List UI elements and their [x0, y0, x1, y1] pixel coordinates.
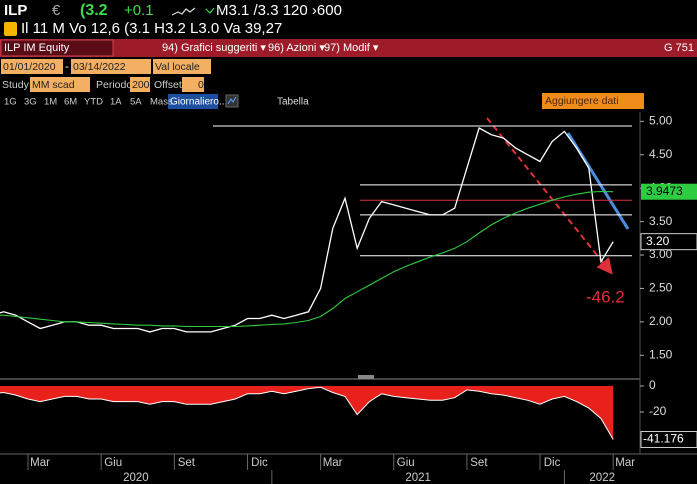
currency: € — [52, 2, 61, 19]
year-label: 2021 — [405, 472, 431, 484]
frequency-button[interactable] — [168, 94, 218, 109]
year-label: 2020 — [123, 472, 149, 484]
menu-item[interactable]: 94) Grafici suggeriti ▾ — [162, 42, 266, 54]
currency-mode: Val locale — [155, 61, 200, 73]
panel-handle[interactable] — [358, 375, 374, 379]
y-tick-label: 5.00 — [649, 114, 673, 128]
study-type: MM scad — [32, 79, 75, 91]
trend-line[interactable] — [566, 132, 630, 230]
change: +0.1 — [124, 2, 154, 19]
period-button[interactable]: 1G — [4, 97, 17, 108]
period: 200 — [132, 79, 150, 91]
x-tick-label: Dic — [251, 457, 268, 469]
study-label: Study — [2, 79, 30, 91]
start-date: 01/01/2020 — [3, 61, 56, 73]
offset: 0 — [198, 79, 204, 91]
x-tick-label: Set — [178, 457, 196, 469]
price-line — [0, 127, 614, 333]
y-tick-label: -20 — [649, 404, 667, 418]
last-value-label: 3.20 — [646, 234, 670, 248]
page-code: G 751 — [664, 42, 694, 54]
drawdown-line — [0, 386, 614, 440]
last-value-box — [640, 233, 697, 251]
y-tick-label: 1.50 — [649, 347, 673, 361]
last-price: (3.2 — [80, 2, 108, 19]
chart-icon-line — [227, 96, 237, 105]
offset-label: Offset — [154, 79, 182, 91]
y-tick-label: 2.50 — [649, 281, 673, 295]
currency-field[interactable] — [153, 59, 211, 74]
period-button[interactable]: 1M — [44, 97, 57, 108]
security: ILP IM Equity — [4, 42, 70, 54]
security-field[interactable] — [0, 39, 114, 57]
drawdown-arrow[interactable] — [486, 117, 613, 275]
y-tick-label: 2.00 — [649, 314, 673, 328]
study-field[interactable] — [30, 77, 90, 92]
drawdown-area — [0, 385, 614, 440]
last-value-box — [641, 183, 697, 200]
menu-item[interactable]: 97) Modif ▾ — [324, 42, 379, 54]
x-tick-label: Set — [470, 457, 488, 469]
frequency: Giornaliero... — [170, 97, 227, 108]
period-button[interactable]: Mass — [150, 97, 173, 108]
price-line — [0, 190, 614, 328]
period-button[interactable]: 5A — [130, 97, 142, 108]
period-button[interactable]: 6M — [64, 97, 77, 108]
quote: M3.1 /3.3 120 ›600 — [216, 2, 342, 19]
x-tick-label: Giu — [397, 457, 415, 469]
menu-bar — [0, 39, 697, 57]
market-info: Il 11 M Vo 12,6 (3.1 H3.2 L3.0 Va 39,27 — [21, 20, 282, 37]
table-button[interactable]: Tabella — [277, 97, 309, 108]
menu-item[interactable]: 96) Azioni ▾ — [268, 42, 325, 54]
y-tick-label: 3.50 — [649, 214, 673, 228]
x-tick-label: Mar — [30, 457, 50, 469]
period-button[interactable]: YTD — [84, 97, 103, 108]
ticker: ILP — [4, 2, 27, 19]
period-field[interactable] — [130, 77, 150, 92]
period-button[interactable]: 3G — [24, 97, 37, 108]
news-icon[interactable] — [4, 22, 17, 36]
last-value-box — [640, 430, 697, 448]
x-tick-label: Dic — [544, 457, 561, 469]
y-tick-label: 0 — [649, 378, 656, 392]
y-tick-label: 3.00 — [649, 247, 673, 261]
start-field[interactable] — [1, 59, 63, 74]
range-separator: - — [65, 61, 69, 73]
annotation: -46.2 — [586, 287, 625, 306]
sparkline — [171, 7, 196, 16]
add-data: Aggiungere dati — [545, 95, 619, 107]
end-field[interactable] — [71, 59, 151, 74]
y-tick-label: 4.50 — [649, 147, 673, 161]
end-date: 03/14/2022 — [73, 61, 126, 73]
offset-field[interactable] — [182, 77, 204, 92]
last-value-label: 3.9473 — [646, 184, 683, 198]
x-tick-label: Giu — [104, 457, 122, 469]
period-label: Periodo — [96, 79, 132, 91]
quote-icon — [205, 7, 215, 14]
add-data-button[interactable] — [542, 93, 644, 109]
price-plot — [0, 125, 632, 333]
last-value-label: -41.176 — [643, 432, 684, 446]
year-label: 2022 — [589, 472, 615, 484]
x-tick-label: Mar — [323, 457, 343, 469]
drawdown-plot — [0, 385, 614, 440]
period-button[interactable]: 1A — [110, 97, 122, 108]
x-tick-label: Mar — [615, 457, 635, 469]
